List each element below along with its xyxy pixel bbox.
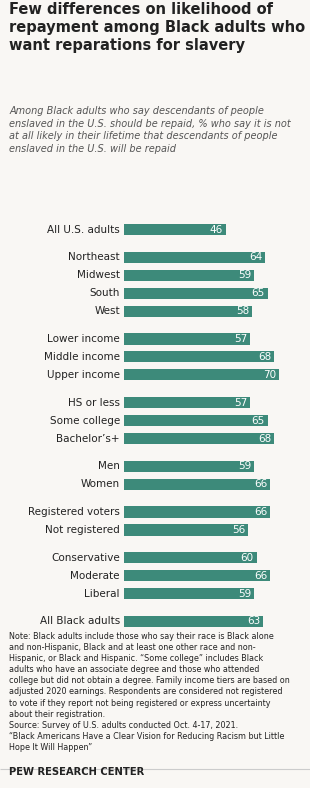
- Text: HS or less: HS or less: [68, 398, 120, 407]
- Bar: [124, 461, 254, 472]
- Bar: [124, 252, 265, 263]
- Text: Moderate: Moderate: [70, 571, 120, 581]
- Text: 65: 65: [252, 415, 265, 426]
- Text: 64: 64: [250, 252, 263, 262]
- Text: 68: 68: [258, 433, 272, 444]
- Text: Middle income: Middle income: [44, 352, 120, 362]
- Text: All U.S. adults: All U.S. adults: [47, 225, 120, 235]
- Bar: [124, 571, 270, 582]
- Text: All Black adults: All Black adults: [40, 616, 120, 626]
- Text: South: South: [89, 288, 120, 299]
- Text: 59: 59: [238, 589, 252, 599]
- Text: Upper income: Upper income: [47, 370, 120, 380]
- Text: 65: 65: [252, 288, 265, 299]
- Bar: [124, 507, 270, 518]
- Text: Liberal: Liberal: [84, 589, 120, 599]
- Text: 66: 66: [254, 507, 267, 517]
- Text: Bachelor’s+: Bachelor’s+: [56, 433, 120, 444]
- Text: Northeast: Northeast: [68, 252, 120, 262]
- Text: Among Black adults who say descendants of people
enslaved in the U.S. should be : Among Black adults who say descendants o…: [9, 106, 291, 154]
- Text: 57: 57: [234, 398, 247, 407]
- Text: Few differences on likelihood of
repayment among Black adults who
want reparatio: Few differences on likelihood of repayme…: [9, 2, 305, 53]
- Text: 68: 68: [258, 352, 272, 362]
- Text: Men: Men: [98, 461, 120, 471]
- Text: Not registered: Not registered: [45, 525, 120, 535]
- Bar: [124, 478, 270, 490]
- Text: 59: 59: [238, 270, 252, 281]
- Bar: [124, 306, 252, 317]
- Bar: [124, 525, 248, 536]
- Text: 58: 58: [236, 307, 250, 316]
- Text: Some college: Some college: [50, 415, 120, 426]
- Bar: [124, 415, 268, 426]
- Text: 66: 66: [254, 479, 267, 489]
- Bar: [124, 351, 274, 362]
- Bar: [124, 269, 254, 281]
- Text: 70: 70: [263, 370, 276, 380]
- Bar: [124, 616, 263, 627]
- Text: PEW RESEARCH CENTER: PEW RESEARCH CENTER: [9, 767, 144, 777]
- Text: 60: 60: [241, 552, 254, 563]
- Bar: [124, 433, 274, 444]
- Text: Registered voters: Registered voters: [28, 507, 120, 517]
- Bar: [124, 288, 268, 299]
- Bar: [124, 370, 279, 381]
- Text: Midwest: Midwest: [77, 270, 120, 281]
- Text: 56: 56: [232, 525, 245, 535]
- Text: 46: 46: [210, 225, 223, 235]
- Text: West: West: [94, 307, 120, 316]
- Bar: [124, 333, 250, 344]
- Bar: [124, 224, 226, 235]
- Bar: [124, 552, 256, 563]
- Text: 59: 59: [238, 461, 252, 471]
- Text: 57: 57: [234, 334, 247, 344]
- Text: 66: 66: [254, 571, 267, 581]
- Bar: [124, 588, 254, 599]
- Text: Conservative: Conservative: [51, 552, 120, 563]
- Text: Women: Women: [81, 479, 120, 489]
- Bar: [124, 397, 250, 408]
- Text: 63: 63: [247, 616, 260, 626]
- Text: Note: Black adults include those who say their race is Black alone
and non-Hispa: Note: Black adults include those who say…: [9, 632, 290, 752]
- Text: Lower income: Lower income: [47, 334, 120, 344]
